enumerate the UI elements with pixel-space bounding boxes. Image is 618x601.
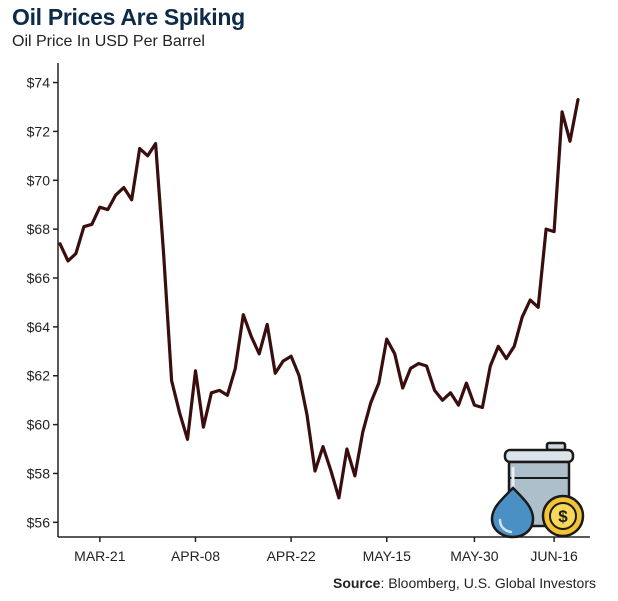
x-tick-label: MAR-21: [74, 548, 126, 564]
x-tick-label: JUN-16: [530, 548, 578, 564]
chart-title: Oil Prices Are Spiking: [12, 4, 245, 30]
y-tick-label: $74: [27, 75, 51, 91]
svg-text:$: $: [558, 507, 568, 526]
y-tick-label: $72: [27, 123, 51, 139]
x-axis-ticks: MAR-21 APR-08 APR-22 MAY-15 MAY-30 JUN-16: [74, 537, 578, 564]
y-tick-label: $62: [27, 368, 51, 384]
y-tick-label: $64: [27, 319, 51, 335]
y-tick-label: $68: [27, 221, 51, 237]
oil-price-line: [58, 97, 580, 500]
source-label: Source: [332, 575, 381, 591]
chart-series: [58, 97, 580, 500]
y-tick-label: $58: [27, 465, 51, 481]
x-tick-label: APR-22: [267, 548, 316, 564]
y-tick-label: $56: [27, 514, 51, 530]
chart-subtitle: Oil Price In USD Per Barrel: [12, 33, 205, 50]
y-tick-label: $70: [27, 172, 51, 188]
x-tick-label: MAY-30: [450, 548, 498, 564]
x-tick-label: MAY-15: [363, 548, 411, 564]
oil-barrel-drop-coin-icon: $: [490, 441, 585, 539]
y-tick-label: $60: [27, 417, 51, 433]
y-axis-ticks: $56 $58 $60 $62 $64 $66 $68 $70 $72 $74: [27, 75, 58, 530]
y-tick-label: $66: [27, 270, 51, 286]
x-tick-label: APR-08: [171, 548, 220, 564]
chart-axes: [57, 63, 590, 538]
source-text: : Bloomberg, U.S. Global Investors: [380, 575, 596, 591]
source-note: Source: Bloomberg, U.S. Global Investors: [333, 575, 596, 591]
